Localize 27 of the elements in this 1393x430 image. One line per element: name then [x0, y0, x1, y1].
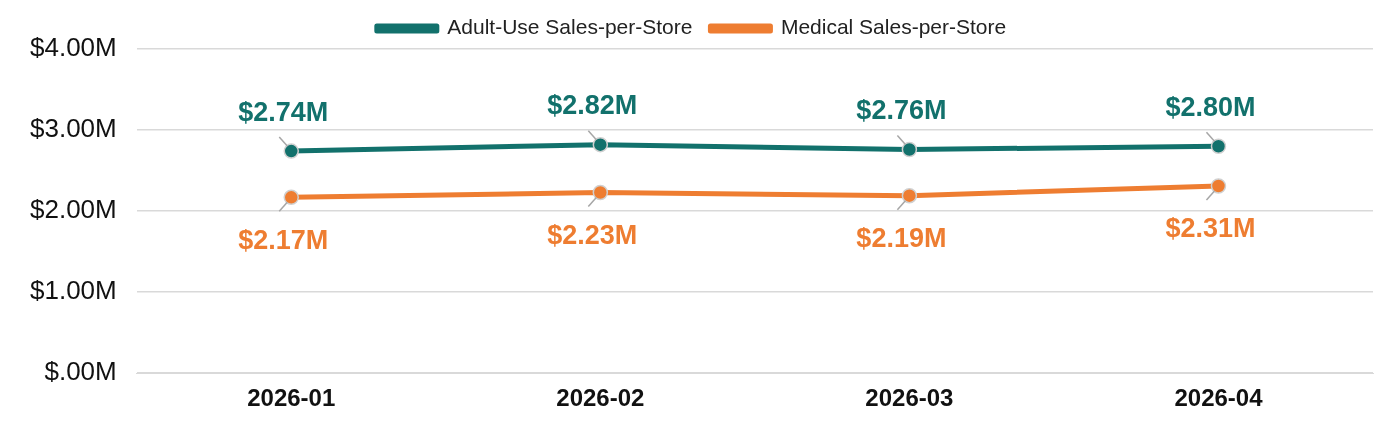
x-tick-label: 2026-01: [247, 384, 336, 412]
data-label: $2.76M: [856, 94, 947, 125]
legend-label: Medical Sales-per-Store: [780, 15, 1007, 39]
data-label: $2.23M: [547, 219, 638, 250]
x-tick-label: 2026-04: [1174, 384, 1264, 412]
y-tick-label: $4.00M: [29, 32, 117, 63]
data-label: $2.19M: [856, 223, 947, 254]
point: [283, 143, 300, 159]
point: [592, 184, 609, 201]
x-tick-label: 2026-02: [556, 384, 645, 412]
point: [592, 136, 609, 153]
legend-label: Adult-Use Sales-per-Store: [447, 15, 693, 39]
point: [901, 141, 918, 158]
point: [1210, 178, 1227, 194]
y-tick-label: $2.00M: [29, 194, 117, 225]
data-label: $2.82M: [547, 90, 638, 121]
x-tick-label: 2026-03: [865, 384, 954, 412]
data-label: $2.80M: [1165, 91, 1256, 122]
y-tick-label: $1.00M: [29, 275, 117, 306]
point: [901, 187, 918, 204]
y-tick-label: $3.00M: [29, 113, 117, 144]
data-label: $2.31M: [1165, 213, 1256, 244]
data-label: $2.74M: [238, 96, 329, 127]
point: [283, 189, 300, 206]
y-tick-label: $.00M: [44, 356, 117, 387]
data-label: $2.17M: [238, 224, 329, 255]
point: [1210, 138, 1227, 155]
